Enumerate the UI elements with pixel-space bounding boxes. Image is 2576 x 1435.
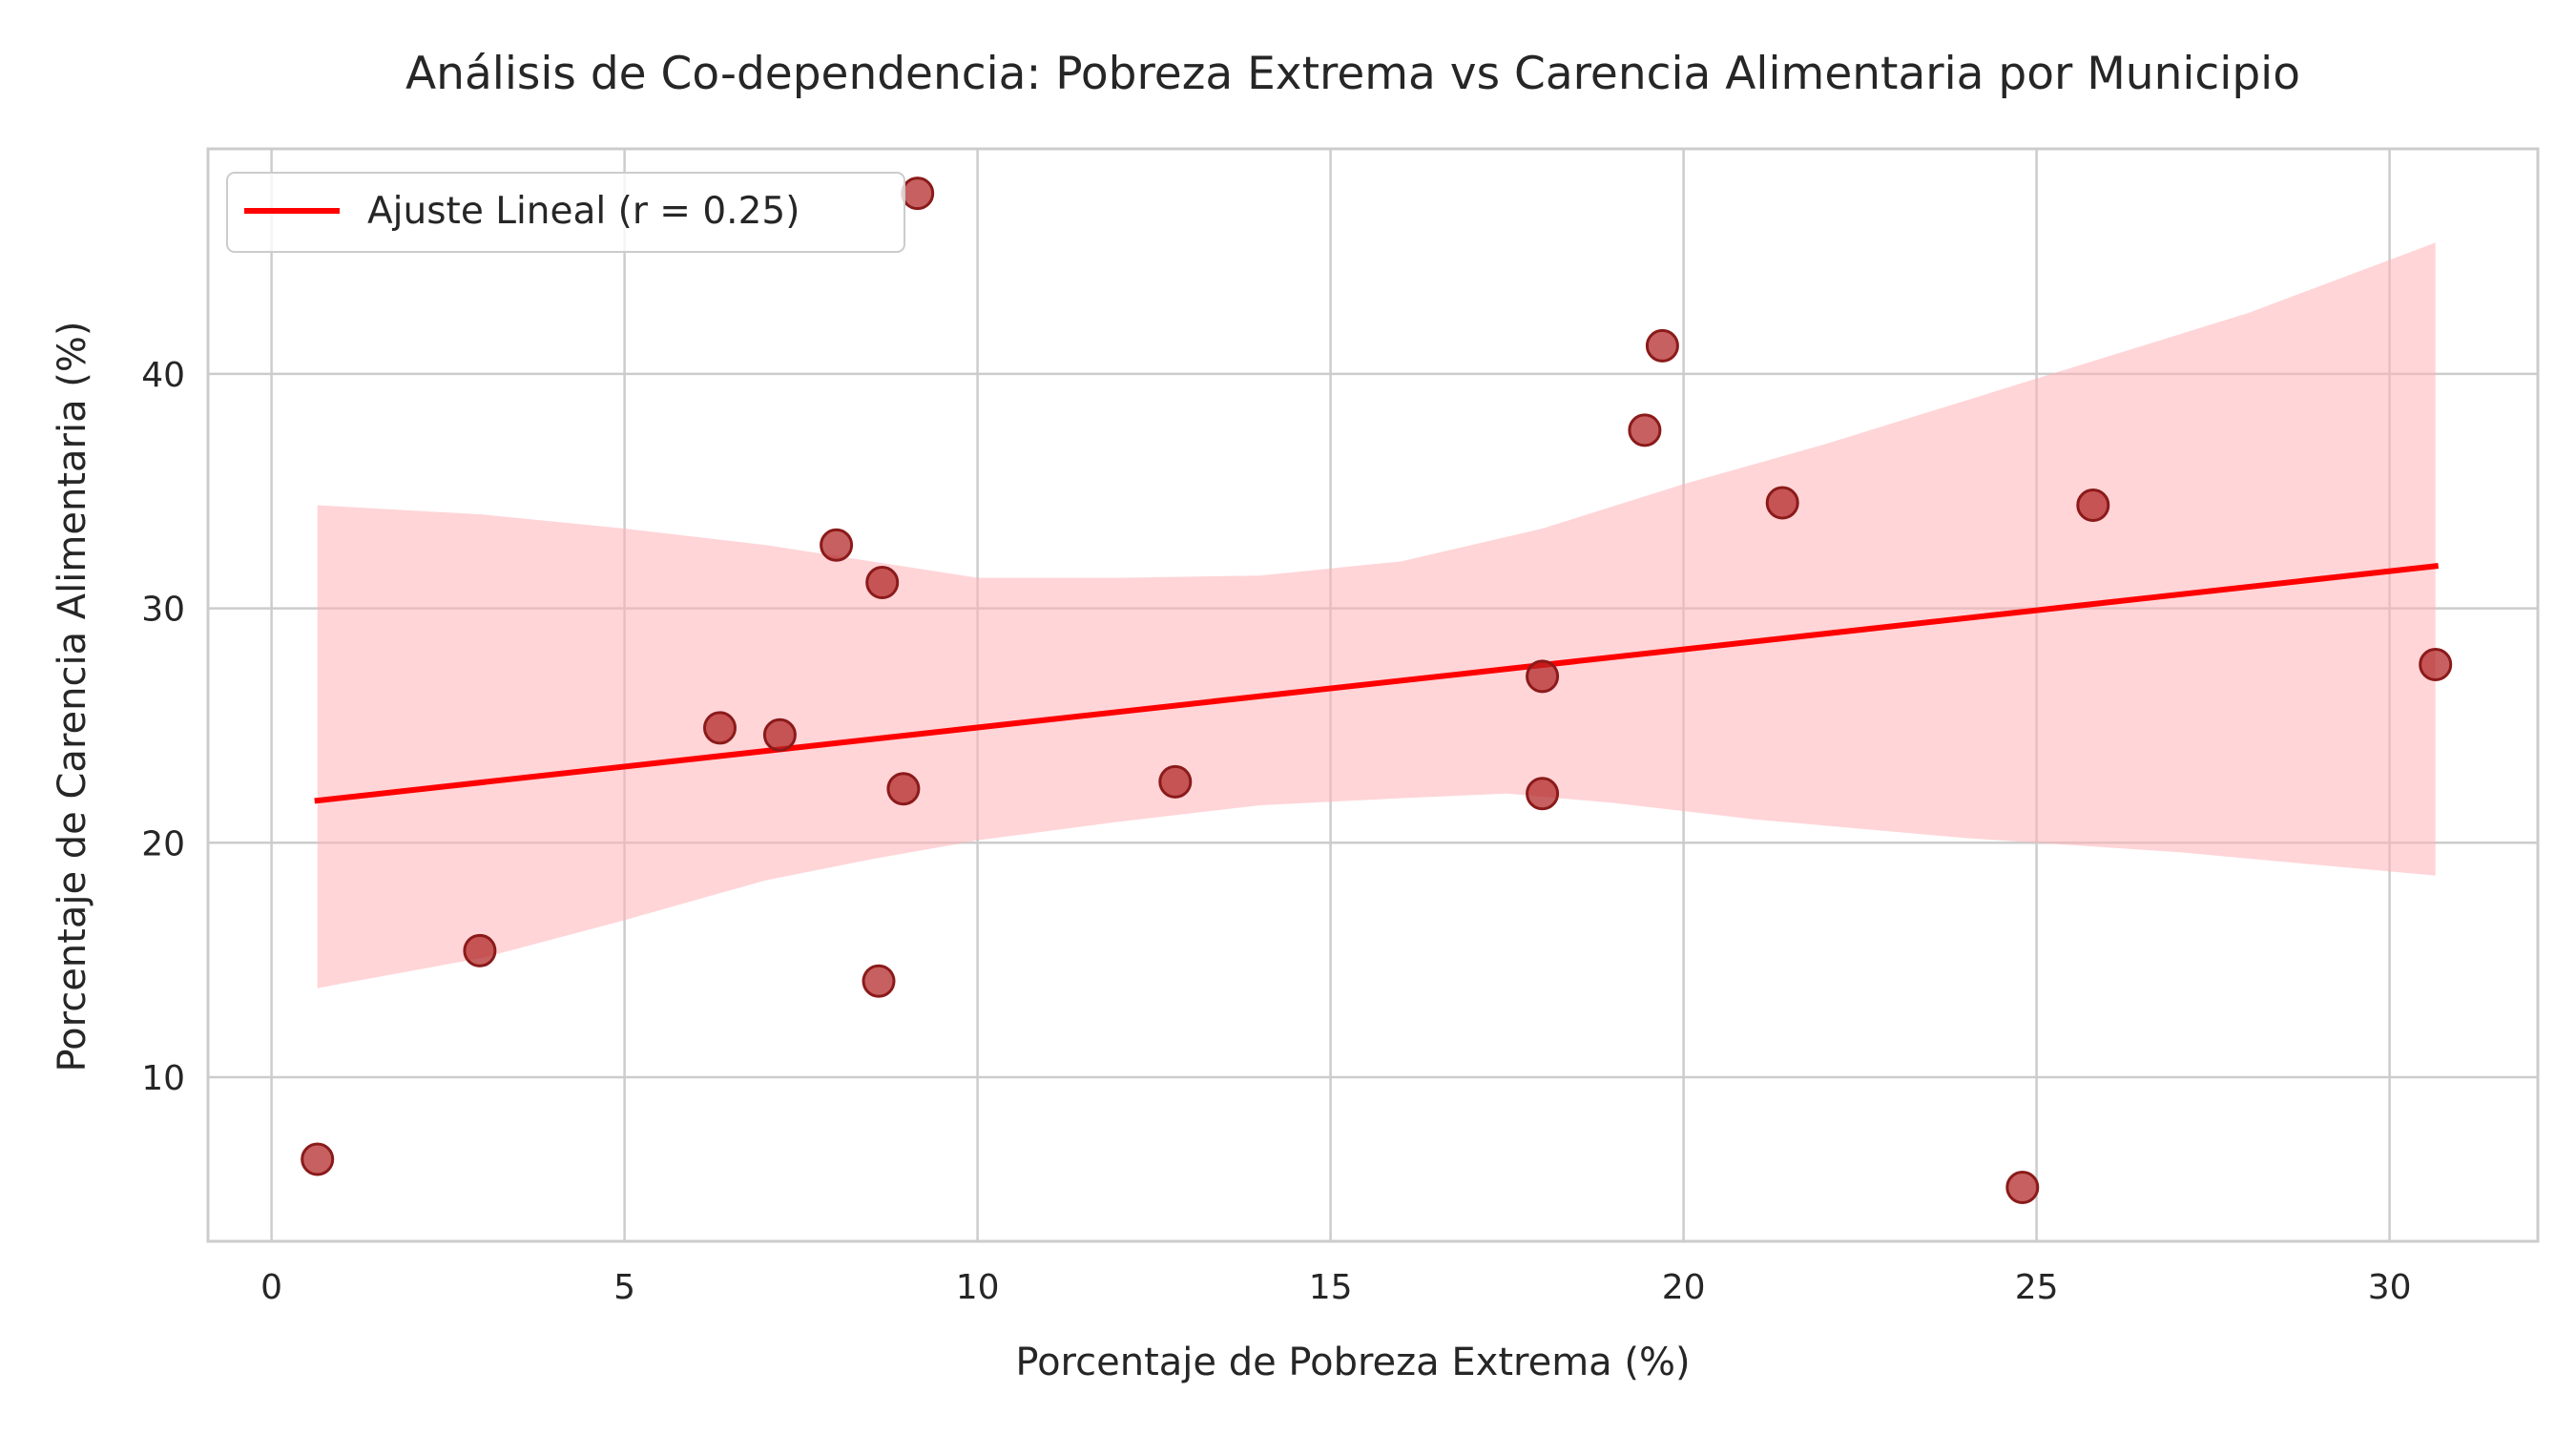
x-tick-label: 20 bbox=[1662, 1268, 1706, 1307]
regression-line bbox=[314, 563, 2440, 804]
data-point bbox=[820, 528, 854, 562]
data-point bbox=[1765, 486, 1799, 520]
data-point bbox=[865, 566, 900, 600]
x-tick-label: 25 bbox=[2015, 1268, 2059, 1307]
data-point bbox=[862, 964, 896, 998]
x-axis-label: Porcentaje de Pobreza Extrema (%) bbox=[1015, 1341, 1690, 1384]
data-point bbox=[703, 711, 737, 745]
y-tick-labels: 10 20 30 40 bbox=[141, 356, 185, 1098]
data-point bbox=[301, 1142, 335, 1176]
data-point bbox=[2005, 1170, 2040, 1204]
data-point bbox=[463, 933, 497, 967]
data-point bbox=[1645, 328, 1679, 363]
x-tick-labels: 0 5 10 15 20 25 30 bbox=[260, 1268, 2411, 1307]
y-axis-label: Porcentaje de Carencia Alimentaria (%) bbox=[51, 321, 94, 1071]
x-tick-label: 10 bbox=[956, 1268, 1000, 1307]
y-tick-label: 10 bbox=[141, 1059, 185, 1098]
data-point bbox=[1526, 777, 1560, 811]
data-point bbox=[2076, 488, 2110, 522]
x-tick-label: 5 bbox=[613, 1268, 635, 1307]
data-point bbox=[1526, 659, 1560, 694]
legend: Ajuste Lineal (r = 0.25) bbox=[226, 172, 905, 253]
data-point bbox=[1158, 764, 1193, 799]
legend-box bbox=[226, 172, 905, 253]
legend-label: Ajuste Lineal (r = 0.25) bbox=[367, 190, 800, 233]
y-tick-label: 30 bbox=[141, 591, 185, 630]
data-point bbox=[762, 718, 797, 752]
data-point bbox=[901, 177, 935, 211]
data-point bbox=[1628, 413, 1662, 447]
chart-title: Análisis de Co-dependencia: Pobreza Extr… bbox=[405, 48, 2300, 100]
confidence-band bbox=[317, 242, 2436, 988]
x-tick-label: 15 bbox=[1309, 1268, 1353, 1307]
data-point bbox=[2419, 648, 2453, 682]
y-tick-label: 20 bbox=[141, 824, 185, 863]
x-tick-label: 30 bbox=[2368, 1268, 2412, 1307]
plot-frame bbox=[206, 147, 2540, 1243]
data-point bbox=[886, 772, 921, 806]
x-tick-label: 0 bbox=[260, 1268, 282, 1307]
y-tick-label: 40 bbox=[141, 356, 185, 395]
